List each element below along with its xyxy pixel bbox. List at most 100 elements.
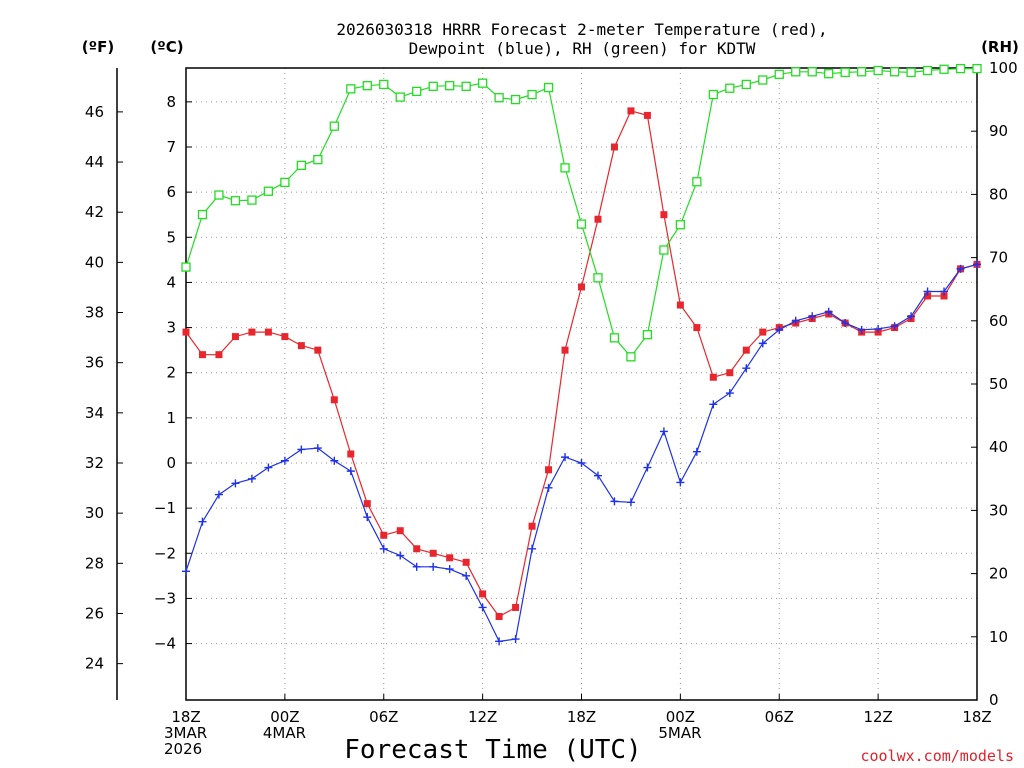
celsius-tick-label: −4: [154, 635, 176, 653]
temperature-point: [742, 346, 750, 354]
rh-point: [922, 65, 933, 76]
dewpoint-point: [758, 339, 767, 348]
dewpoint-point: [198, 517, 207, 526]
temperature-point: [413, 545, 421, 553]
temperature-point: [578, 283, 585, 291]
celsius-unit-label: (ºC): [150, 38, 183, 56]
temperature-point: [198, 351, 206, 359]
x-tick-label: 12Z: [863, 708, 892, 726]
rh-point: [741, 79, 751, 90]
dewpoint-point: [346, 467, 355, 476]
temperature-point: [726, 369, 734, 377]
rh-point: [692, 177, 702, 187]
fahrenheit-tick-label: 40: [85, 253, 104, 271]
dewpoint-point: [692, 447, 701, 456]
rh-point: [247, 195, 257, 205]
rh-tick-label: 80: [989, 185, 1008, 203]
temperature-point: [495, 612, 503, 620]
dewpoint-point: [330, 456, 339, 465]
temperature-point: [676, 301, 684, 309]
chart-title-line-2: Dewpoint (blue), RH (green) for KDTW: [409, 39, 756, 58]
dewpoint-point: [907, 312, 916, 321]
rh-point: [197, 209, 208, 220]
rh-point: [955, 63, 966, 74]
dewpoint-point: [544, 483, 553, 492]
dewpoint-point: [874, 324, 883, 333]
rh-point: [395, 92, 405, 102]
dewpoint-point: [857, 325, 866, 334]
dewpoint-point: [412, 562, 421, 571]
rh-point: [774, 69, 784, 79]
temperature-point: [759, 328, 767, 336]
celsius-tick-label: −1: [154, 499, 176, 517]
temperature-point: [264, 328, 272, 336]
rh-point: [626, 352, 636, 362]
x-tick-label: 3MAR: [164, 724, 207, 742]
x-tick-label: 06Z: [765, 708, 794, 726]
dewpoint-point: [775, 325, 784, 334]
dewpoint-point: [182, 567, 190, 576]
temperature-point: [561, 346, 569, 354]
temperature-point: [643, 111, 651, 119]
temperature-point: [347, 450, 355, 458]
rh-tick-label: 70: [989, 249, 1008, 267]
rh-tick-label: 10: [989, 628, 1008, 646]
x-tick-label: 18Z: [962, 708, 991, 726]
dewpoint-point: [791, 316, 800, 325]
rh-point: [856, 67, 867, 77]
celsius-tick-label: 6: [166, 183, 176, 201]
temperature-point: [924, 292, 932, 300]
temperature-point: [512, 603, 520, 611]
rh-point: [214, 190, 224, 200]
rh-unit-label: (RH): [981, 38, 1019, 56]
dewpoint-point: [709, 400, 718, 409]
rh-point: [313, 154, 323, 165]
dewpoint-point: [577, 459, 586, 467]
rh-point: [412, 86, 422, 97]
rh-point: [972, 63, 982, 74]
temperature-point: [215, 351, 223, 359]
fahrenheit-tick-label: 38: [85, 304, 104, 322]
dewpoint-point: [280, 456, 289, 465]
rh-point: [329, 121, 339, 131]
x-tick-label: 18Z: [567, 708, 596, 726]
rh-point: [181, 262, 191, 272]
rh-tick-label: 30: [989, 501, 1008, 519]
x-tick-label: 06Z: [369, 708, 398, 726]
fahrenheit-tick-label: 28: [85, 554, 104, 572]
temperature-point: [297, 342, 305, 350]
dewpoint-point: [808, 312, 817, 321]
dewpoint-point: [478, 603, 487, 612]
rh-point: [346, 84, 356, 94]
rh-point: [280, 177, 290, 188]
dewpoint-point: [824, 307, 833, 316]
x-tick-label: 00Z: [270, 708, 299, 726]
fahrenheit-tick-label: 32: [85, 454, 104, 472]
rh-point: [445, 81, 455, 91]
dewpoint-point: [511, 635, 520, 644]
tick-labels: −4−3−2−101234567824262830323436384042444…: [85, 59, 1018, 758]
rh-point: [708, 89, 718, 100]
fahrenheit-tick-label: 34: [85, 404, 104, 422]
rh-point: [296, 160, 307, 170]
rh-point: [642, 330, 653, 340]
dewpoint-point: [659, 427, 668, 436]
x-tick-label: 00Z: [666, 708, 695, 726]
dewpoint-line: [185, 263, 978, 642]
rh-point: [362, 81, 372, 91]
temperature-point: [610, 143, 618, 151]
x-axis-label: Forecast Time (UTC): [344, 735, 641, 765]
temperature-point: [462, 558, 470, 566]
temperature-point: [660, 211, 668, 219]
series: [181, 63, 982, 646]
dewpoint-point: [956, 264, 965, 273]
dewpoint-point: [626, 498, 635, 507]
fahrenheit-tick-label: 24: [85, 655, 104, 673]
temperature-point: [281, 333, 289, 341]
dewpoint-point: [231, 479, 240, 488]
rh-point: [675, 220, 686, 230]
dewpoint-point: [462, 571, 471, 580]
celsius-tick-label: 7: [166, 138, 176, 156]
rh-point: [379, 79, 389, 90]
